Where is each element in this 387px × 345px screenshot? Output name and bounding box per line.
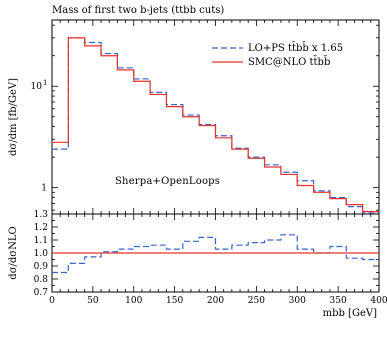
x-tick-label: 100 (125, 296, 142, 306)
main-y-tick-exponent: 1 (43, 79, 47, 87)
x-tick-label: 400 (370, 296, 387, 306)
smc-nlo-histogram (52, 37, 379, 213)
chart-title: Mass of first two b-jets (ttbb cuts) (52, 5, 224, 16)
legend-lo-ps-label: LO+PS tt̄bb̄ x 1.65 (248, 42, 343, 54)
x-tick-label: 150 (166, 296, 183, 306)
ratio-axes: 0 50 100 150 200 250 300 350 400 0.7 0.8 0.9 1.0 1.1 1… (34, 210, 387, 306)
x-tick-label: 250 (248, 296, 265, 306)
ratio-y-tick-label: 0.9 (34, 262, 49, 272)
ratio-y-axis-label: dσ/dσNLO (8, 226, 19, 279)
sherpa-openloops-label: Sherpa+OpenLoops (115, 176, 220, 187)
ratio-y-tick-label: 0.7 (34, 288, 49, 298)
ratio-y-tick-label: 1.0 (34, 249, 49, 259)
lo-ps-ratio-histogram (52, 234, 379, 274)
main-y-axis-label: dσ/dm [fb/GeV] (8, 78, 19, 156)
x-tick-label: 300 (289, 296, 306, 306)
ratio-y-tick-label: 0.8 (34, 275, 49, 285)
ratio-y-tick-label: 1.2 (34, 223, 48, 233)
ratio-y-tick-label: 1.3 (34, 210, 49, 220)
ratio-y-tick-label: 1.1 (34, 236, 48, 246)
main-y-tick-label: 10 (31, 82, 43, 92)
legend-smc-nlo-label: SMC@NLO tt̄bb̄ (248, 56, 330, 68)
main-series (52, 37, 379, 214)
legend: LO+PS tt̄bb̄ x 1.65 SMC@NLO tt̄bb̄ (212, 42, 343, 68)
x-tick-label: 350 (330, 296, 347, 306)
x-tick-label: 200 (207, 296, 224, 306)
x-axis-label: mbb [GeV] (323, 308, 377, 319)
x-tick-label: 50 (87, 296, 99, 306)
lo-ps-histogram (52, 37, 379, 214)
ratio-series (52, 234, 379, 274)
x-tick-label: 0 (49, 296, 55, 306)
main-y-tick-label: 1 (41, 184, 47, 194)
